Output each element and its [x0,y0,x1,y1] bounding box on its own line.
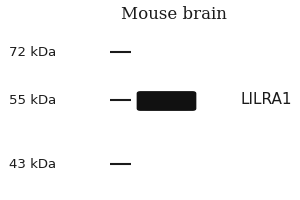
Text: LILRA1: LILRA1 [240,92,292,108]
Ellipse shape [145,103,188,110]
Text: 55 kDa: 55 kDa [9,94,56,106]
Text: 72 kDa: 72 kDa [9,46,56,58]
FancyBboxPatch shape [137,91,196,111]
Text: 43 kDa: 43 kDa [9,158,56,170]
FancyBboxPatch shape [144,103,189,110]
Text: Mouse brain: Mouse brain [121,6,227,23]
